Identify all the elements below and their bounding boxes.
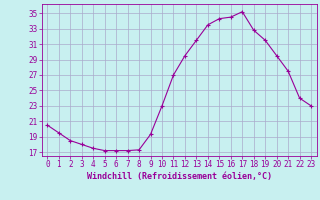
X-axis label: Windchill (Refroidissement éolien,°C): Windchill (Refroidissement éolien,°C) <box>87 172 272 181</box>
